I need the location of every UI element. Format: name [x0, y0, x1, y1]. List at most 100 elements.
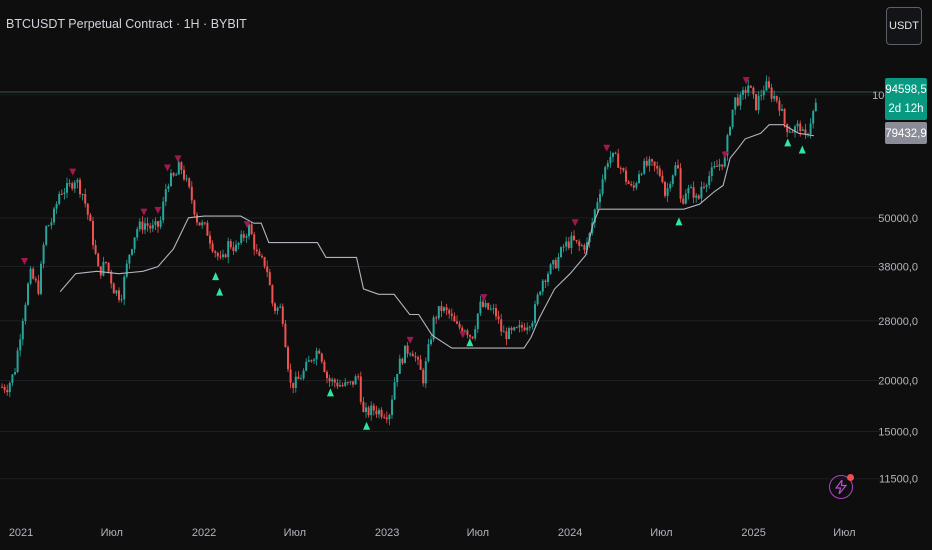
candle-body: [484, 302, 487, 307]
bolt-icon: [835, 480, 847, 494]
candle-body: [640, 173, 643, 175]
candle-body: [42, 244, 45, 264]
candle-body: [123, 276, 126, 300]
candle-body: [703, 186, 705, 188]
x-tick-label: 2022: [192, 527, 216, 539]
candle-body: [406, 345, 409, 354]
candle-body: [40, 263, 42, 294]
candle-body: [229, 241, 232, 248]
candle-body: [24, 304, 27, 322]
candle-body: [700, 186, 703, 199]
candle-body: [541, 280, 544, 292]
candle-body: [619, 167, 622, 169]
candle-body: [411, 353, 414, 357]
currency-button[interactable]: USDT: [886, 7, 922, 45]
candle-body: [653, 161, 656, 166]
candle-body: [713, 165, 716, 168]
candle-body: [578, 241, 581, 246]
candle-body: [396, 373, 399, 383]
candle-body: [175, 174, 178, 176]
candle-body: [539, 291, 542, 295]
candle-body: [614, 152, 617, 154]
candle-body: [656, 165, 659, 169]
lightning-icon[interactable]: [829, 474, 854, 499]
candle-body: [679, 168, 682, 199]
candle-body: [492, 308, 495, 310]
candle-body: [354, 376, 357, 385]
candle-body: [809, 123, 812, 134]
candle-body: [219, 256, 222, 258]
candle-body: [367, 407, 370, 416]
countdown-value: 2d 12h: [888, 103, 923, 115]
candle-body: [227, 241, 230, 258]
candle-body: [66, 183, 68, 193]
candle-body: [133, 237, 136, 250]
candle-body: [612, 152, 614, 157]
candle-body: [248, 224, 250, 237]
candle-body: [567, 241, 570, 248]
candle-body: [68, 183, 71, 185]
candle-body: [16, 350, 19, 373]
candle-body: [81, 194, 84, 196]
sell-signal-marker: [571, 219, 579, 227]
sell-signal-marker: [174, 155, 182, 163]
candle-body: [606, 163, 609, 168]
candle-body: [177, 162, 180, 175]
candle-body: [469, 335, 471, 337]
notification-dot: [847, 474, 854, 481]
candle-body: [669, 183, 672, 189]
candle-body: [562, 246, 565, 248]
candle-body: [500, 319, 503, 332]
sell-signal-marker: [243, 221, 251, 229]
candle-body: [528, 326, 531, 328]
candle-body: [687, 187, 690, 194]
candle-body: [697, 195, 700, 199]
candle-body: [414, 356, 417, 358]
candle-body: [34, 278, 37, 281]
candle-body: [21, 321, 24, 340]
candle-body: [424, 361, 427, 384]
candle-body: [32, 268, 35, 279]
candle-body: [242, 234, 245, 238]
buy-signal-marker: [216, 287, 224, 296]
candle-body: [183, 169, 185, 180]
candle-body: [331, 379, 334, 382]
candle-body: [6, 390, 9, 393]
sell-signal-marker: [480, 294, 488, 302]
y-tick-label: 50000,0: [878, 213, 918, 225]
candle-body: [29, 268, 32, 284]
candle-body: [209, 235, 211, 244]
candle-body: [307, 360, 310, 362]
stop-price-badge: [885, 122, 927, 144]
candle-body: [435, 317, 438, 319]
last-price-value: 94598,5: [885, 84, 927, 96]
candle-body: [86, 203, 89, 215]
candle-body: [107, 262, 110, 272]
candle-body: [487, 302, 490, 310]
candle-body: [128, 254, 131, 264]
candle-body: [580, 245, 583, 247]
candle-body: [599, 193, 601, 203]
buy-signal-marker: [784, 138, 792, 147]
candle-body: [474, 329, 477, 339]
candle-body: [762, 90, 765, 96]
candle-body: [547, 273, 549, 282]
candle-body: [791, 131, 794, 133]
candle-body: [151, 224, 154, 229]
candle-body: [505, 331, 508, 340]
sell-signal-marker: [154, 206, 162, 214]
candle-body: [744, 90, 747, 93]
candle-body: [263, 257, 266, 267]
candle-body: [313, 359, 315, 361]
candle-body: [734, 97, 737, 110]
candle-body: [731, 109, 734, 128]
candle-body: [84, 194, 87, 204]
y-tick-label: 11500,0: [879, 474, 918, 486]
candle-body: [398, 358, 401, 374]
candle-body: [768, 81, 770, 88]
candle-body: [658, 168, 661, 176]
candle-body: [786, 123, 789, 132]
candle-body: [146, 223, 149, 226]
sell-signal-marker: [459, 331, 467, 339]
